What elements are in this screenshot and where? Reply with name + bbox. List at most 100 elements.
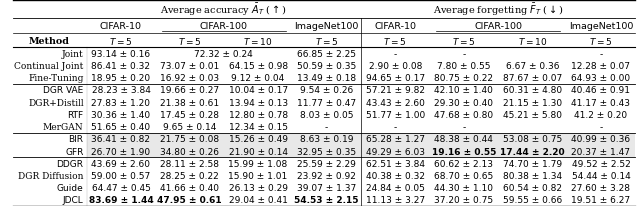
- Text: $T = 10$: $T = 10$: [518, 35, 547, 46]
- Text: 41.2 ± 0.20: 41.2 ± 0.20: [574, 110, 627, 119]
- Text: $T = 10$: $T = 10$: [243, 35, 273, 46]
- Text: 62.51 ± 3.84: 62.51 ± 3.84: [365, 159, 425, 168]
- Text: 21.90 ± 0.14: 21.90 ± 0.14: [228, 147, 287, 156]
- Text: 57.21 ± 9.82: 57.21 ± 9.82: [365, 86, 425, 95]
- Text: 93.14 ± 0.16: 93.14 ± 0.16: [92, 50, 150, 59]
- Text: 30.36 ± 1.40: 30.36 ± 1.40: [92, 110, 150, 119]
- Text: 26.70 ± 1.90: 26.70 ± 1.90: [92, 147, 150, 156]
- Text: 9.54 ± 0.26: 9.54 ± 0.26: [300, 86, 353, 95]
- Text: 24.84 ± 0.05: 24.84 ± 0.05: [366, 183, 425, 192]
- Text: Joint: Joint: [62, 50, 84, 59]
- Text: 27.83 ± 1.20: 27.83 ± 1.20: [92, 98, 150, 107]
- Text: 44.30 ± 1.10: 44.30 ± 1.10: [435, 183, 493, 192]
- Text: 36.41 ± 0.82: 36.41 ± 0.82: [92, 135, 150, 144]
- Text: 94.65 ± 0.17: 94.65 ± 0.17: [365, 74, 425, 83]
- Text: 40.38 ± 0.32: 40.38 ± 0.32: [365, 171, 425, 180]
- Text: -: -: [325, 123, 328, 131]
- Text: 2.90 ± 0.08: 2.90 ± 0.08: [369, 62, 422, 71]
- Text: 47.68 ± 0.80: 47.68 ± 0.80: [434, 110, 493, 119]
- Text: 32.95 ± 0.35: 32.95 ± 0.35: [297, 147, 356, 156]
- Text: 47.95 ± 0.61: 47.95 ± 0.61: [157, 195, 222, 204]
- Text: 13.94 ± 0.13: 13.94 ± 0.13: [228, 98, 287, 107]
- Text: 19.51 ± 6.27: 19.51 ± 6.27: [572, 195, 630, 204]
- Text: 87.67 ± 0.07: 87.67 ± 0.07: [502, 74, 562, 83]
- Text: 45.21 ± 5.80: 45.21 ± 5.80: [503, 110, 562, 119]
- Text: Continual Joint: Continual Joint: [14, 62, 84, 71]
- Text: $T = 5$: $T = 5$: [109, 35, 132, 46]
- Text: 54.44 ± 0.14: 54.44 ± 0.14: [572, 171, 630, 180]
- Text: 59.55 ± 0.66: 59.55 ± 0.66: [502, 195, 562, 204]
- Text: 11.77 ± 0.47: 11.77 ± 0.47: [297, 98, 356, 107]
- Text: 17.45 ± 0.28: 17.45 ± 0.28: [160, 110, 219, 119]
- Text: 86.41 ± 0.32: 86.41 ± 0.32: [92, 62, 150, 71]
- Text: $T = 5$: $T = 5$: [315, 35, 339, 46]
- Text: GFR: GFR: [65, 147, 84, 156]
- Text: 64.93 ± 0.00: 64.93 ± 0.00: [572, 74, 630, 83]
- Text: 9.12 ± 0.04: 9.12 ± 0.04: [232, 74, 285, 83]
- Text: 49.29 ± 6.03: 49.29 ± 6.03: [365, 147, 425, 156]
- Text: 34.80 ± 0.26: 34.80 ± 0.26: [160, 147, 219, 156]
- Text: 65.28 ± 1.27: 65.28 ± 1.27: [365, 135, 425, 144]
- Text: 80.38 ± 1.34: 80.38 ± 1.34: [503, 171, 562, 180]
- Text: 51.77 ± 1.00: 51.77 ± 1.00: [365, 110, 425, 119]
- Text: 39.07 ± 1.37: 39.07 ± 1.37: [297, 183, 356, 192]
- Text: 15.90 ± 1.01: 15.90 ± 1.01: [228, 171, 288, 180]
- Text: 66.85 ± 2.25: 66.85 ± 2.25: [297, 50, 356, 59]
- Text: $T = 5$: $T = 5$: [383, 35, 407, 46]
- Text: 80.75 ± 0.22: 80.75 ± 0.22: [435, 74, 493, 83]
- Text: -: -: [599, 50, 602, 59]
- Text: 26.13 ± 0.29: 26.13 ± 0.29: [228, 183, 287, 192]
- Text: 74.70 ± 1.79: 74.70 ± 1.79: [503, 159, 562, 168]
- Text: 54.53 ± 2.15: 54.53 ± 2.15: [294, 195, 359, 204]
- Text: -: -: [462, 123, 465, 131]
- Text: 50.59 ± 0.35: 50.59 ± 0.35: [297, 62, 356, 71]
- Text: 19.66 ± 0.27: 19.66 ± 0.27: [160, 86, 219, 95]
- Text: 59.00 ± 0.57: 59.00 ± 0.57: [92, 171, 150, 180]
- Text: 28.11 ± 2.58: 28.11 ± 2.58: [160, 159, 219, 168]
- Text: CIFAR-100: CIFAR-100: [200, 22, 248, 31]
- Text: 60.31 ± 4.80: 60.31 ± 4.80: [503, 86, 562, 95]
- Text: 8.03 ± 0.05: 8.03 ± 0.05: [300, 110, 353, 119]
- Text: 60.62 ± 2.13: 60.62 ± 2.13: [435, 159, 493, 168]
- Text: $T = 5$: $T = 5$: [452, 35, 476, 46]
- Text: -: -: [599, 123, 602, 131]
- Text: 43.43 ± 2.60: 43.43 ± 2.60: [366, 98, 425, 107]
- Bar: [86, 145, 635, 157]
- Text: ImageNet100: ImageNet100: [294, 22, 359, 31]
- Text: 60.54 ± 0.82: 60.54 ± 0.82: [503, 183, 562, 192]
- Text: 73.07 ± 0.01: 73.07 ± 0.01: [160, 62, 219, 71]
- Text: 21.15 ± 1.30: 21.15 ± 1.30: [503, 98, 562, 107]
- Text: 12.34 ± 0.15: 12.34 ± 0.15: [228, 123, 287, 131]
- Text: Guide: Guide: [57, 183, 84, 192]
- Text: 48.38 ± 0.44: 48.38 ± 0.44: [435, 135, 493, 144]
- Text: 27.60 ± 3.28: 27.60 ± 3.28: [572, 183, 630, 192]
- Text: -: -: [394, 50, 397, 59]
- Text: MerGAN: MerGAN: [43, 123, 84, 131]
- Text: 53.08 ± 0.75: 53.08 ± 0.75: [502, 135, 562, 144]
- Text: 28.25 ± 0.22: 28.25 ± 0.22: [160, 171, 219, 180]
- Text: DGR+Distill: DGR+Distill: [28, 98, 84, 107]
- Text: 12.28 ± 0.07: 12.28 ± 0.07: [572, 62, 630, 71]
- Text: 83.69 ± 1.44: 83.69 ± 1.44: [88, 195, 154, 204]
- Text: 64.15 ± 0.98: 64.15 ± 0.98: [228, 62, 287, 71]
- Text: 6.67 ± 0.36: 6.67 ± 0.36: [506, 62, 559, 71]
- Text: $T = 5$: $T = 5$: [178, 35, 202, 46]
- Text: 51.65 ± 0.40: 51.65 ± 0.40: [92, 123, 150, 131]
- Text: BIR: BIR: [68, 135, 84, 144]
- Text: CIFAR-10: CIFAR-10: [100, 22, 142, 31]
- Text: DGR Diffusion: DGR Diffusion: [18, 171, 84, 180]
- Text: 18.95 ± 0.20: 18.95 ± 0.20: [92, 74, 150, 83]
- Text: 16.92 ± 0.03: 16.92 ± 0.03: [160, 74, 219, 83]
- Text: 29.30 ± 0.40: 29.30 ± 0.40: [435, 98, 493, 107]
- Text: CIFAR-100: CIFAR-100: [474, 22, 522, 31]
- Text: 15.26 ± 0.49: 15.26 ± 0.49: [228, 135, 287, 144]
- Text: 41.17 ± 0.43: 41.17 ± 0.43: [572, 98, 630, 107]
- Text: DGR VAE: DGR VAE: [44, 86, 84, 95]
- Text: Average forgetting $\bar{F}_T$ ($\downarrow$): Average forgetting $\bar{F}_T$ ($\downar…: [433, 2, 563, 18]
- Text: 20.37 ± 1.47: 20.37 ± 1.47: [572, 147, 630, 156]
- Text: 19.16 ± 0.55: 19.16 ± 0.55: [431, 147, 496, 156]
- Text: 40.99 ± 0.36: 40.99 ± 0.36: [572, 135, 630, 144]
- Text: CIFAR-10: CIFAR-10: [374, 22, 416, 31]
- Text: 15.99 ± 1.08: 15.99 ± 1.08: [228, 159, 288, 168]
- Text: 41.66 ± 0.40: 41.66 ± 0.40: [160, 183, 219, 192]
